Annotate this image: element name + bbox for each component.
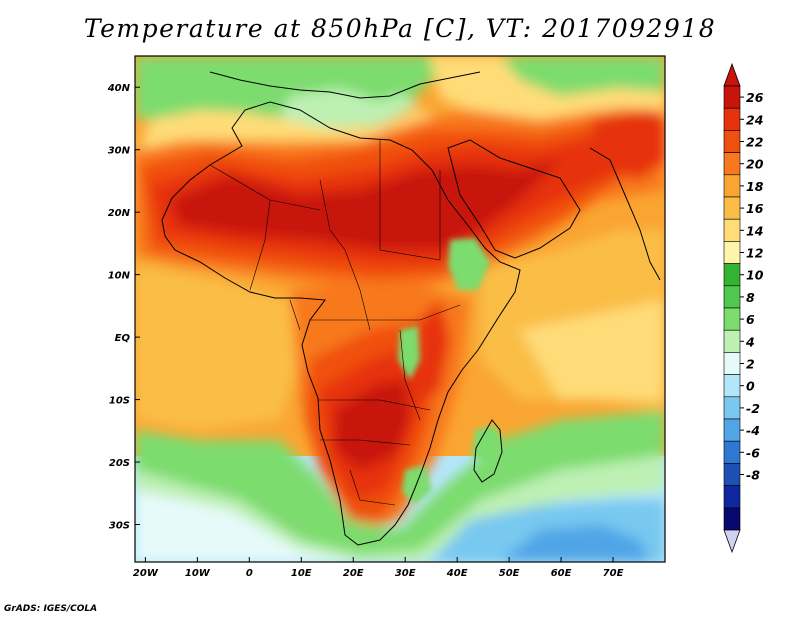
colorbar-label: 24 bbox=[746, 112, 763, 127]
colorbar-swatch bbox=[723, 130, 741, 153]
lon-tick-label: 30E bbox=[395, 568, 416, 579]
lon-tick-label: 20E bbox=[343, 568, 364, 579]
colorbar-label: -8 bbox=[746, 468, 760, 483]
lat-tick-label: 10S bbox=[109, 396, 130, 407]
field-eastafrica-hot bbox=[420, 300, 450, 400]
lat-tick-label: 10N bbox=[108, 271, 131, 282]
axis-ticks: 20W 10W 0 10E 20E 30E 40E 50E 60E 70E 40N 30N 20N 10N… bbox=[107, 83, 624, 579]
lon-tick-label: 10E bbox=[291, 568, 312, 579]
colorbar-label: 10 bbox=[746, 268, 764, 283]
colorbar-label: 4 bbox=[745, 334, 755, 349]
colorbar-swatch bbox=[723, 218, 741, 242]
colorbar-label: 2 bbox=[746, 357, 755, 372]
colorbar-label: 26 bbox=[746, 90, 764, 105]
colorbar-swatch bbox=[723, 374, 741, 398]
grads-credit: GrADS: IGES/COLA bbox=[4, 604, 98, 614]
africa-coastline bbox=[161, 101, 521, 546]
colorbar-swatch bbox=[723, 418, 741, 442]
temperature-field bbox=[135, 56, 665, 562]
lon-tick-label: 10W bbox=[185, 568, 211, 579]
colorbar-swatch bbox=[723, 263, 741, 287]
colorbar-label: 12 bbox=[746, 246, 763, 261]
plot-frame bbox=[134, 55, 666, 563]
colorbar-swatch bbox=[723, 174, 741, 198]
colorbar-top-arrow bbox=[723, 62, 741, 87]
colorbar-label: 18 bbox=[746, 179, 764, 194]
country-borders bbox=[209, 140, 461, 506]
field-southern-midblue bbox=[500, 525, 650, 562]
lon-tick-label: 20W bbox=[133, 568, 159, 579]
field-madagascar-green bbox=[472, 425, 505, 465]
colorbar-label: -4 bbox=[746, 423, 760, 438]
field-southern-cyan bbox=[135, 490, 360, 562]
coastlines bbox=[161, 71, 661, 546]
lon-tick-label: 40E bbox=[446, 568, 468, 579]
colorbar-label: 14 bbox=[746, 223, 763, 238]
lat-tick-label: EQ bbox=[115, 333, 131, 344]
arabia-coastline bbox=[447, 139, 581, 259]
lon-tick-label: 50E bbox=[499, 568, 520, 579]
lat-tick-label: 30S bbox=[109, 521, 130, 532]
lon-tick-label: 60E bbox=[551, 568, 572, 579]
colorbar-swatch bbox=[723, 507, 741, 531]
colorbar-label: -2 bbox=[746, 401, 760, 416]
lat-tick-label: 30N bbox=[108, 146, 131, 157]
colorbar-label: 20 bbox=[746, 157, 764, 172]
colorbar-swatch bbox=[723, 307, 741, 331]
india-coastline bbox=[589, 147, 661, 281]
field-southern-green bbox=[135, 410, 665, 555]
lon-tick-label: 0 bbox=[246, 568, 253, 579]
colorbar-swatch bbox=[723, 85, 741, 109]
colorbar-swatch bbox=[723, 396, 741, 420]
colorbar-label: -6 bbox=[746, 445, 760, 460]
colorbar-swatch bbox=[723, 107, 741, 131]
colorbar-swatch bbox=[723, 329, 741, 353]
colorbar-bottom-arrow bbox=[723, 529, 741, 554]
colorbar-swatch bbox=[723, 285, 741, 309]
colorbar-swatch bbox=[723, 352, 741, 375]
field-east-green bbox=[500, 56, 665, 96]
colorbar-label: 6 bbox=[746, 312, 755, 327]
field-med-pale bbox=[280, 88, 420, 128]
colorbar-swatch bbox=[723, 463, 741, 486]
lat-tick-label: 20S bbox=[109, 458, 130, 469]
field-ethiopia-green bbox=[448, 238, 490, 290]
field-ocean-yellow bbox=[520, 300, 665, 400]
colorbar-swatch bbox=[723, 152, 741, 176]
lat-tick-label: 40N bbox=[107, 83, 131, 94]
colorbar-label: 8 bbox=[746, 290, 755, 305]
colorbar-label: 0 bbox=[746, 379, 755, 394]
colorbar-label: 16 bbox=[746, 201, 764, 216]
field-asia-yellow bbox=[430, 56, 665, 120]
field-atlantic-tan bbox=[135, 265, 300, 430]
colorbar-label: 22 bbox=[746, 135, 763, 150]
colorbar-swatch bbox=[723, 241, 741, 264]
europe-coastline bbox=[209, 71, 481, 99]
lon-tick-label: 70E bbox=[603, 568, 624, 579]
field-sahara-core bbox=[170, 160, 560, 250]
map-title: Temperature at 850hPa [C], VT: 201709291… bbox=[83, 14, 717, 43]
colorbar-swatch bbox=[723, 485, 741, 509]
lat-tick-label: 20N bbox=[108, 208, 131, 219]
field-india-hot bbox=[590, 110, 665, 180]
field-drakensberg-green bbox=[402, 465, 432, 505]
colorbar-swatch bbox=[723, 440, 741, 464]
colorbar-swatch bbox=[723, 196, 741, 220]
madagascar-coastline bbox=[473, 419, 503, 483]
